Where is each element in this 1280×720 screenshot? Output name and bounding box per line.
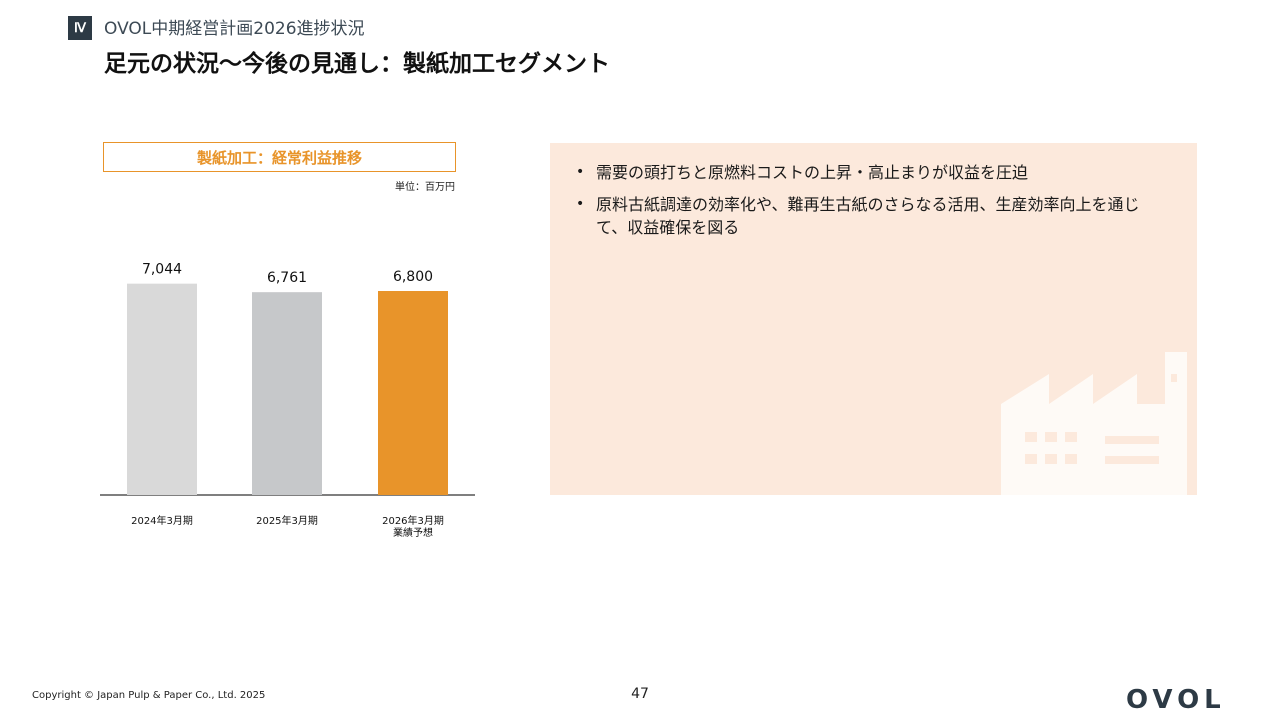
bar-2 bbox=[378, 291, 448, 495]
data-label-0: 7,044 bbox=[142, 262, 182, 278]
category-label-2-line1: 業績予想 bbox=[393, 526, 433, 539]
chart-unit-label: 単位：百万円 bbox=[395, 182, 455, 193]
category-label-1: 2025年3月期 bbox=[256, 514, 318, 527]
data-label-2: 6,800 bbox=[393, 269, 433, 285]
factory-icon bbox=[1001, 352, 1187, 495]
bullet-item: 需要の頭打ちと原燃料コストの上昇・高止まりが収益を圧迫 bbox=[576, 161, 1166, 184]
category-label-2: 2026年3月期 bbox=[382, 514, 444, 527]
ovol-logo: OVOL bbox=[1126, 685, 1226, 715]
chart-title: 製紙加工：経常利益推移 bbox=[103, 142, 456, 172]
bar-0 bbox=[127, 283, 197, 495]
section-badge: Ⅳ bbox=[68, 16, 92, 40]
data-label-1: 6,761 bbox=[267, 270, 307, 286]
bullet-list: 需要の頭打ちと原燃料コストの上昇・高止まりが収益を圧迫 原料古紙調達の効率化や、… bbox=[576, 161, 1166, 248]
bar-1 bbox=[252, 292, 322, 495]
page-title: 足元の状況～今後の見通し：製紙加工セグメント bbox=[104, 51, 610, 77]
section-title: OVOL中期経営計画2026進捗状況 bbox=[104, 19, 365, 39]
page-number: 47 bbox=[631, 686, 649, 702]
bullet-item: 原料古紙調達の効率化や、難再生古紙のさらなる活用、生産効率向上を通じて、収益確保… bbox=[576, 193, 1166, 239]
info-panel: 需要の頭打ちと原燃料コストの上昇・高止まりが収益を圧迫 原料古紙調達の効率化や、… bbox=[550, 143, 1197, 495]
category-label-0: 2024年3月期 bbox=[131, 514, 193, 527]
copyright-text: Copyright © Japan Pulp & Paper Co., Ltd.… bbox=[32, 690, 266, 701]
